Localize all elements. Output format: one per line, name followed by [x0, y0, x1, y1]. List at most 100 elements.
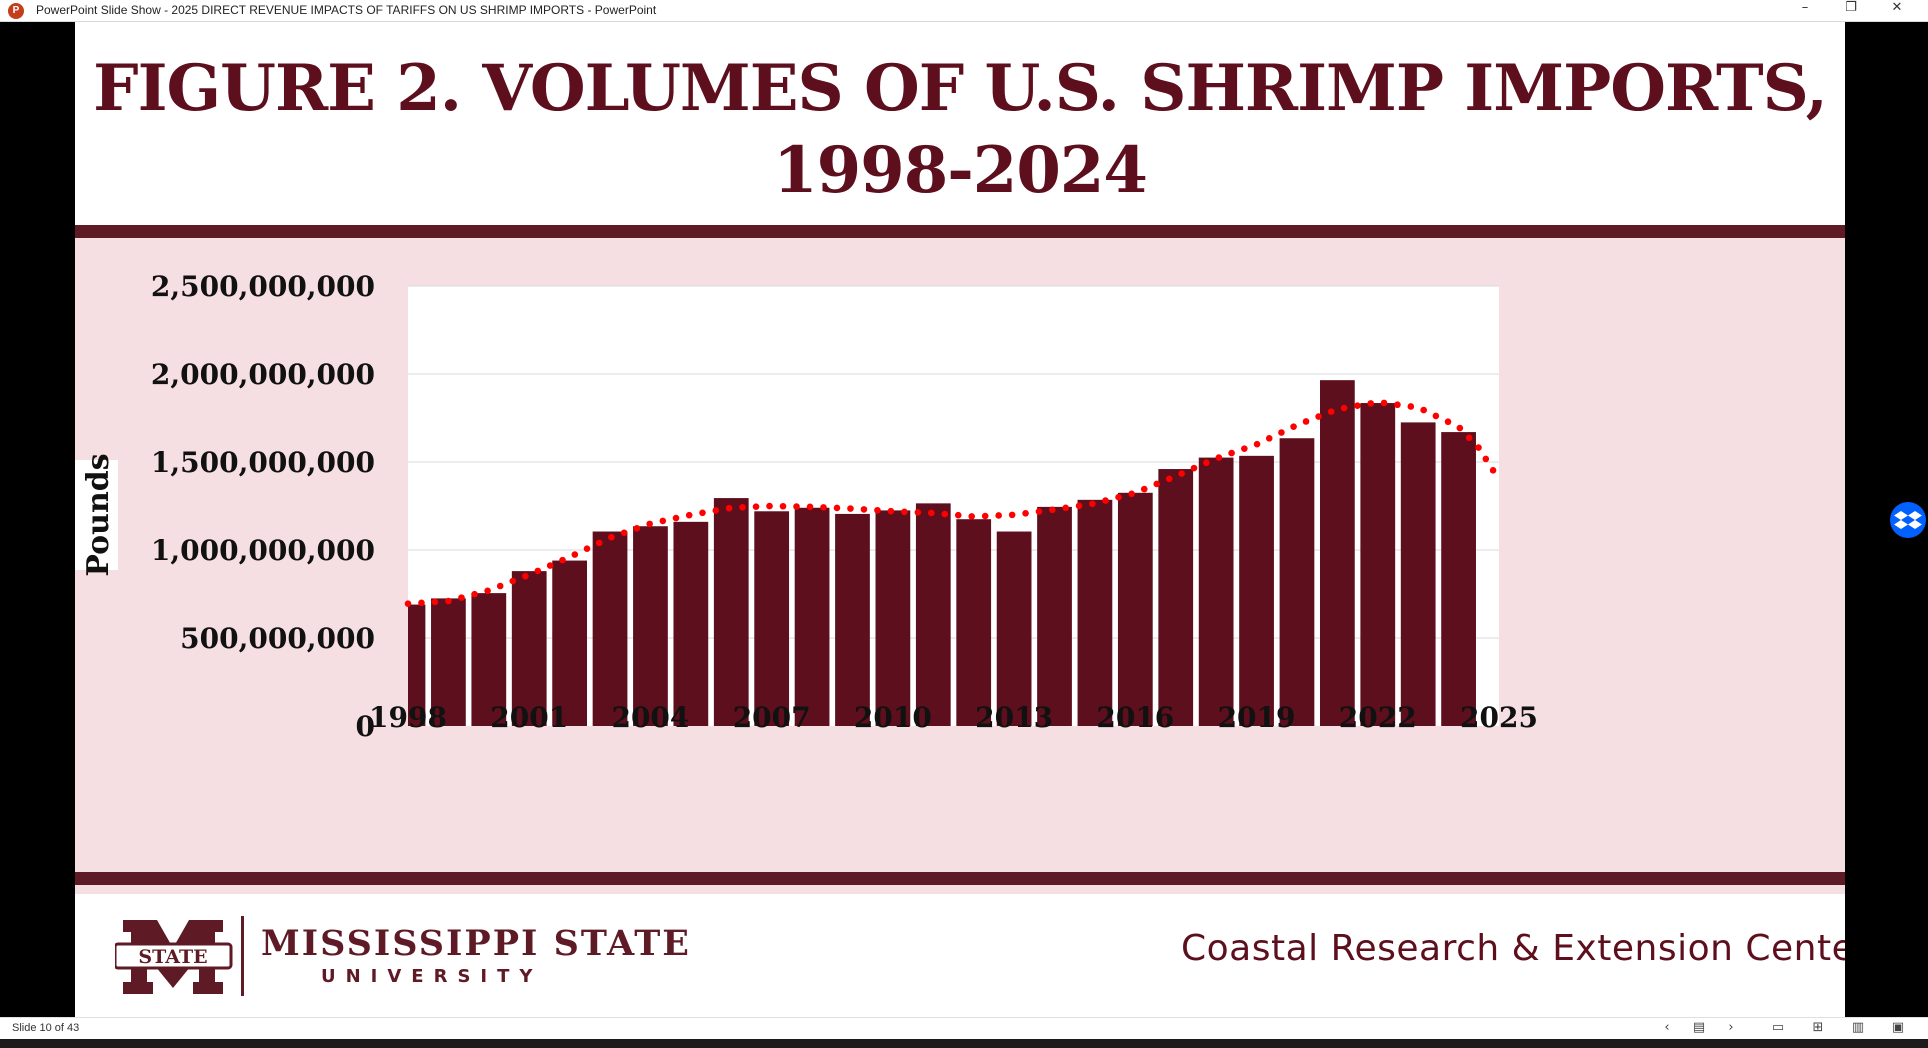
slide-sorter-icon[interactable]: ⊞: [1812, 1020, 1824, 1035]
trend-dot: [752, 503, 760, 510]
trend-dot: [1153, 480, 1161, 488]
trend-dot: [1165, 475, 1173, 483]
previous-slide-icon[interactable]: ‹: [1664, 1020, 1670, 1035]
trend-dot: [522, 572, 529, 580]
trend-dot: [1190, 464, 1198, 472]
restore-button[interactable]: ❐: [1845, 0, 1857, 15]
y-tick-label: 2,000,000,000: [151, 358, 375, 391]
trend-dot: [1407, 403, 1415, 410]
trend-dot: [914, 509, 922, 516]
slide-canvas[interactable]: FIGURE 2. VOLUMES OF U.S. SHRIMP IMPORTS…: [75, 22, 1845, 1017]
trend-dot: [620, 529, 628, 537]
bar-chart: 0 500,000,000 1,000,000,000 1,500,000,000 2,…: [75, 270, 1538, 743]
bar-2000: [471, 593, 507, 726]
slide-counter: Slide 10 of 43: [12, 1022, 80, 1034]
msu-shield-text: STATE: [138, 946, 207, 968]
trend-dot: [1008, 511, 1016, 519]
trend-dot: [1178, 470, 1185, 477]
trend-dot: [1035, 508, 1043, 515]
footer-divider-band: [75, 872, 1845, 885]
trend-dot: [1215, 454, 1223, 461]
x-tick-label: 2016: [1096, 701, 1174, 734]
trend-dot: [1102, 497, 1109, 504]
next-slide-icon[interactable]: ›: [1728, 1020, 1734, 1035]
trend-dot: [1049, 506, 1056, 514]
trend-dot: [1265, 435, 1273, 442]
bar-2006: [713, 498, 749, 726]
trend-dot: [672, 514, 680, 522]
reading-view-icon[interactable]: ▥: [1851, 1020, 1865, 1035]
trend-dot: [847, 505, 854, 512]
slideshow-status-bar: Slide 10 of 43 ‹ ▤ › ▭ ⊞ ▥ ▣: [0, 1017, 1928, 1039]
trend-dot: [1367, 400, 1375, 407]
taskbar-strip: [0, 1039, 1928, 1048]
trend-dot: [725, 504, 733, 512]
bar-2023: [1400, 422, 1436, 726]
trend-dot: [646, 520, 653, 528]
bar-2022: [1360, 403, 1396, 726]
bar-2001: [511, 571, 547, 726]
trend-dot: [954, 511, 962, 519]
trend-dot: [445, 597, 452, 605]
trend-dot: [1290, 423, 1297, 430]
x-tick-label: 2013: [975, 701, 1053, 734]
trend-dot: [1062, 504, 1069, 512]
dropbox-icon[interactable]: [1890, 502, 1926, 538]
plot-area: [408, 286, 1499, 726]
slide-menu-icon[interactable]: ▤: [1692, 1020, 1706, 1035]
trend-dot: [571, 551, 579, 558]
slideshow-view-icon[interactable]: ▣: [1891, 1020, 1905, 1035]
bar-2005: [673, 521, 709, 726]
title-divider-band: [75, 225, 1845, 238]
x-tick-label: 2010: [854, 701, 932, 734]
trend-dot: [595, 539, 603, 547]
trend-dot: [1278, 429, 1285, 436]
trend-line: [404, 399, 1497, 607]
bar-1998: [408, 604, 426, 726]
trend-dot: [833, 504, 841, 512]
x-tick-label: 2022: [1339, 701, 1417, 734]
dropbox-glyph-icon: [1894, 511, 1922, 529]
trend-dot: [431, 598, 439, 606]
normal-view-icon[interactable]: ▭: [1771, 1020, 1785, 1035]
close-button[interactable]: ✕: [1891, 0, 1903, 15]
y-axis-title-box: Pounds: [75, 453, 118, 577]
x-tick-label: 2019: [1218, 701, 1296, 734]
trend-dot: [471, 590, 478, 598]
trend-dot: [874, 506, 881, 514]
trend-dot: [995, 512, 1002, 519]
trend-dot: [404, 600, 412, 607]
bar-2021: [1319, 380, 1355, 726]
trend-dot: [1022, 510, 1029, 517]
trend-dot: [739, 503, 746, 511]
x-tick-label: 2007: [733, 701, 811, 734]
bar-2020: [1279, 438, 1315, 726]
trend-dot: [685, 511, 693, 519]
trend-dot: [901, 508, 908, 516]
bar-2018: [1198, 457, 1234, 726]
x-tick-label: 2004: [611, 701, 689, 734]
trend-dot: [1475, 444, 1482, 451]
y-axis-title: Pounds: [81, 453, 116, 576]
trend-dot: [941, 510, 949, 518]
y-tick-label: 1,500,000,000: [151, 446, 375, 479]
trend-dot: [509, 577, 517, 585]
trend-dot: [981, 512, 989, 520]
trend-dot: [608, 533, 615, 541]
minimize-button[interactable]: –: [1801, 0, 1809, 15]
msu-m-logo-icon: STATE: [113, 916, 244, 996]
trend-dot: [1315, 413, 1322, 420]
gridlines: [408, 285, 1499, 639]
bar-2012: [956, 519, 992, 726]
footer-center-label: Coastal Research & Extension Center: [1181, 928, 1845, 969]
trend-dot: [484, 587, 491, 595]
trend-dot: [1465, 434, 1473, 442]
trend-dot: [887, 507, 895, 515]
trend-dot: [583, 545, 591, 553]
bar-2014: [1037, 506, 1072, 726]
trend-dot: [1203, 459, 1210, 467]
trend-dot: [806, 503, 814, 511]
bar-2002: [552, 560, 588, 726]
bar-2015: [1077, 499, 1113, 726]
y-axis-tick-labels: 0 500,000,000 1,000,000,000 1,500,000,000 2,…: [151, 270, 375, 743]
